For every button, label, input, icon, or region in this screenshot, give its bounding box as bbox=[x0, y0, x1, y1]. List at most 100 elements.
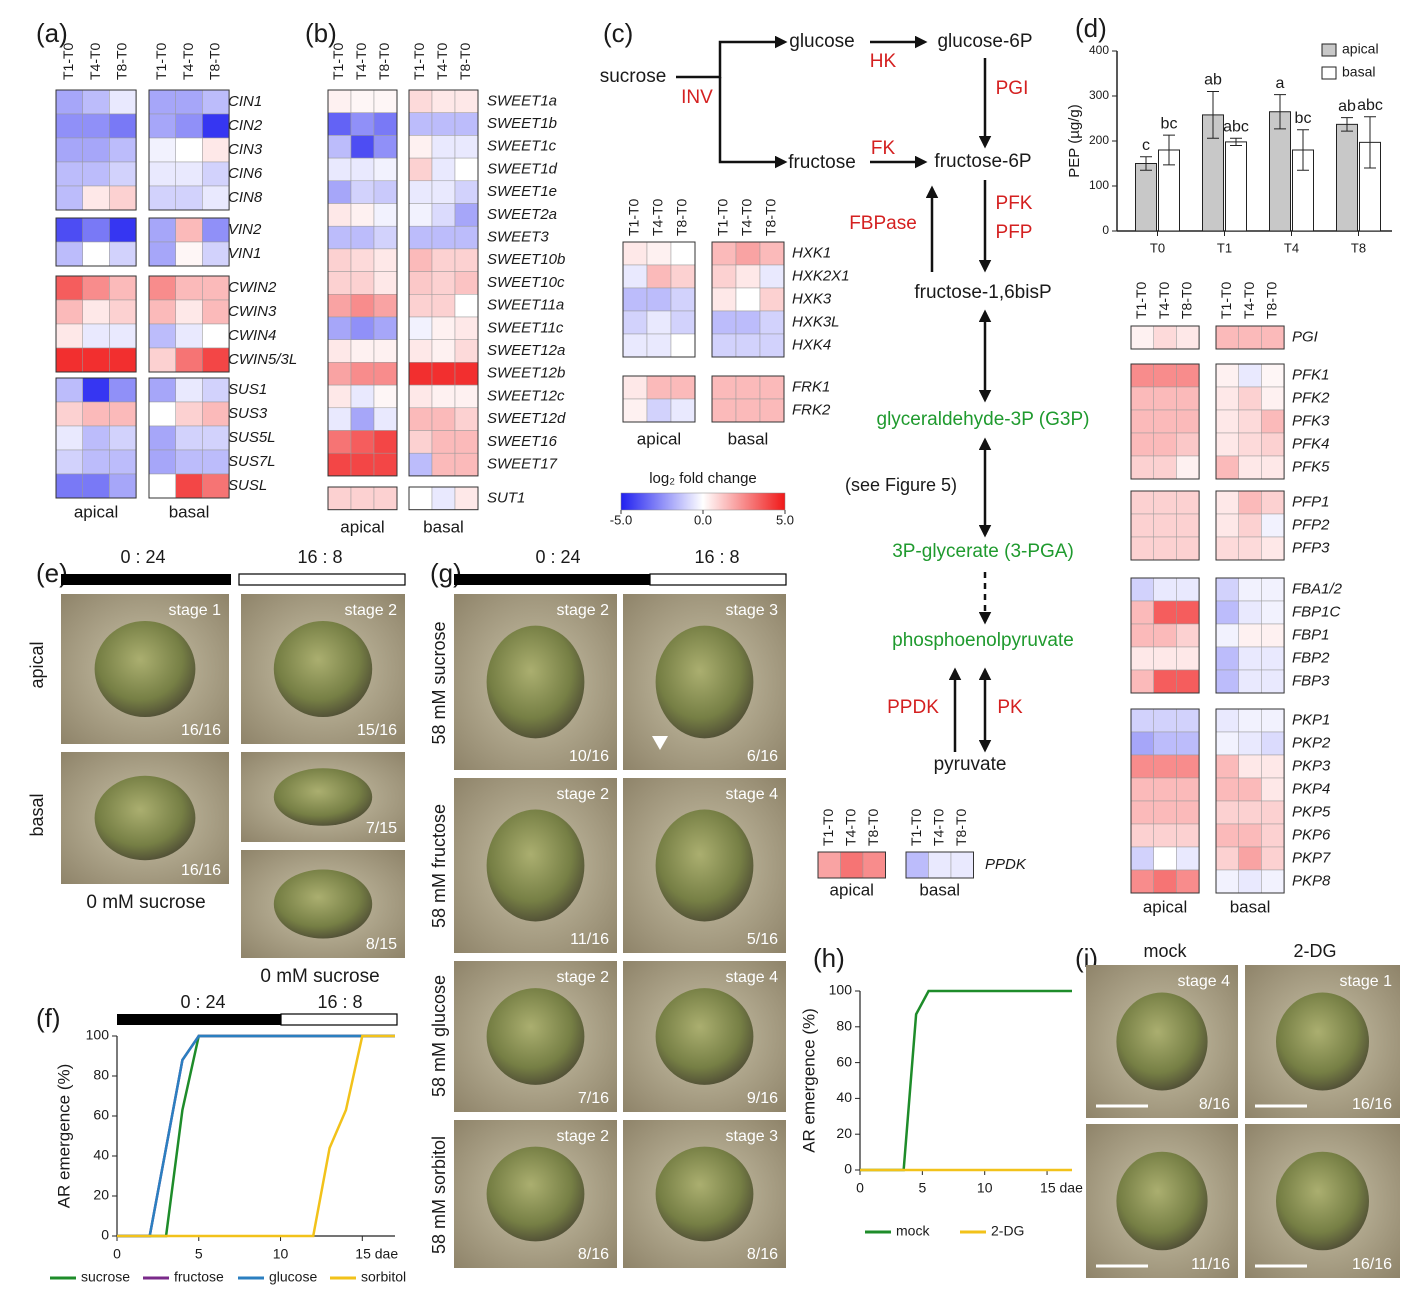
column-header: T8-T0 bbox=[1263, 281, 1279, 319]
x-tick-label: T4 bbox=[1284, 240, 1299, 255]
heatmap-cell bbox=[327, 271, 352, 295]
gene-label: HXK3L bbox=[792, 313, 840, 330]
heatmap-cell bbox=[454, 294, 479, 318]
y-tick-label: 300 bbox=[1089, 88, 1109, 102]
light-dark-bar bbox=[117, 1014, 281, 1025]
heatmap-cell bbox=[1215, 455, 1239, 480]
gene-label: FBP1C bbox=[1292, 603, 1341, 620]
y-tick-label: 60 bbox=[836, 1053, 852, 1069]
x-tick-label: T1 bbox=[1217, 240, 1232, 255]
heatmap-cell bbox=[350, 486, 375, 510]
heatmap-cell bbox=[735, 310, 761, 335]
photo-count: 8/16 bbox=[747, 1246, 778, 1263]
heatmap-cell bbox=[1130, 669, 1154, 694]
heatmap-cell bbox=[1238, 577, 1262, 602]
significance-letter: abc bbox=[1357, 97, 1383, 114]
heatmap-block-outline bbox=[622, 375, 696, 423]
heatmap-cell bbox=[1153, 577, 1177, 602]
heatmap-block-outline bbox=[1130, 708, 1200, 894]
gene-label: SWEET16 bbox=[487, 433, 558, 450]
column-label: mock bbox=[1143, 941, 1187, 961]
column-header: T8-T0 bbox=[113, 42, 129, 80]
heatmap-cell bbox=[622, 241, 648, 266]
gene-label: PFP3 bbox=[1292, 539, 1330, 556]
heatmap-cell bbox=[55, 347, 83, 373]
heatmap-cell bbox=[1176, 708, 1200, 733]
y-tick-label: 0 bbox=[101, 1227, 109, 1243]
heatmap-cell bbox=[711, 241, 737, 266]
heatmap-cell bbox=[670, 333, 696, 358]
heatmap-cell bbox=[1261, 513, 1285, 538]
heatmap-cell bbox=[1261, 777, 1285, 802]
heatmap-cell bbox=[1176, 800, 1200, 825]
heatmap-cell bbox=[950, 851, 974, 879]
heatmap-cell bbox=[431, 271, 456, 295]
gene-label: SWEET11a bbox=[487, 297, 564, 314]
heatmap-cell bbox=[202, 377, 230, 403]
heatmap-cell bbox=[109, 425, 137, 451]
gene-label: HXK3 bbox=[792, 290, 832, 307]
column-header: T4-T0 bbox=[180, 42, 196, 80]
gene-label: PKP2 bbox=[1292, 734, 1331, 751]
heatmap-cell bbox=[646, 310, 672, 335]
heatmap-cell bbox=[1130, 800, 1154, 825]
gene-label: FRK2 bbox=[792, 401, 831, 418]
metabolite: glyceraldehyde-3P (G3P) bbox=[877, 409, 1090, 430]
column-header: T8-T0 bbox=[376, 42, 392, 80]
heatmap-cell bbox=[82, 299, 110, 325]
gene-label: HXK2X1 bbox=[792, 267, 850, 284]
heatmap-cell bbox=[55, 449, 83, 475]
legend-swatch bbox=[1321, 66, 1337, 80]
photo-specimen bbox=[486, 1146, 585, 1242]
heatmap-cell bbox=[1153, 325, 1177, 350]
gene-label: SWEET12c bbox=[487, 387, 565, 404]
heatmap-cell bbox=[454, 362, 479, 386]
data-line bbox=[117, 1034, 395, 1238]
heatmap-cell bbox=[148, 137, 176, 163]
group-label: basal bbox=[919, 880, 960, 899]
heatmap-cell bbox=[82, 137, 110, 163]
heatmap-cell bbox=[350, 316, 375, 340]
heatmap-cell bbox=[622, 310, 648, 335]
photo-stage: stage 3 bbox=[726, 1128, 779, 1145]
column-header: T1-T0 bbox=[1133, 281, 1149, 319]
significance-letter: a bbox=[1276, 75, 1285, 92]
gene-label: SWEET1c bbox=[487, 138, 557, 155]
heatmap-block-outline bbox=[622, 241, 696, 358]
y-tick-label: 80 bbox=[836, 1018, 852, 1034]
heatmap-cell bbox=[1261, 363, 1285, 388]
heatmap-cell bbox=[1238, 600, 1262, 625]
heatmap-cell bbox=[327, 180, 352, 204]
heatmap-cell bbox=[55, 185, 83, 211]
heatmap-cell bbox=[454, 452, 479, 477]
photo-stage: stage 2 bbox=[345, 602, 398, 619]
heatmap-cell bbox=[1153, 708, 1177, 733]
heatmap-cell bbox=[928, 851, 952, 879]
heatmap-cell bbox=[1176, 386, 1200, 411]
heatmap-cell bbox=[175, 299, 203, 325]
heatmap-cell bbox=[327, 248, 352, 272]
heatmap-cell bbox=[327, 89, 352, 113]
photo-stage: stage 4 bbox=[726, 969, 779, 986]
x-tick-label: 5 bbox=[195, 1246, 203, 1262]
heatmap-cell bbox=[670, 375, 696, 400]
heatmap-block-outline bbox=[711, 375, 785, 423]
enzyme: PFP bbox=[996, 222, 1033, 243]
gene-label: CWIN5/3L bbox=[228, 351, 297, 368]
gene-label: PGI bbox=[1292, 328, 1318, 345]
heatmap-cell bbox=[1130, 869, 1154, 894]
heatmap-cell bbox=[109, 323, 137, 349]
heatmap-cell bbox=[1215, 846, 1239, 871]
row-label: apical bbox=[27, 641, 47, 688]
metabolite: 3P-glycerate (3-PGA) bbox=[892, 541, 1074, 562]
heatmap-cell bbox=[1238, 731, 1262, 756]
column-header: T1-T0 bbox=[330, 42, 346, 80]
gene-label: SWEET12d bbox=[487, 410, 566, 427]
light-label: 16 : 8 bbox=[297, 547, 342, 567]
error-bar bbox=[1341, 117, 1353, 132]
heatmap-cell bbox=[109, 473, 137, 499]
metabolite: glucose-6P bbox=[937, 31, 1032, 52]
heatmap-cell bbox=[373, 248, 398, 272]
gene-label: CIN1 bbox=[228, 93, 262, 110]
